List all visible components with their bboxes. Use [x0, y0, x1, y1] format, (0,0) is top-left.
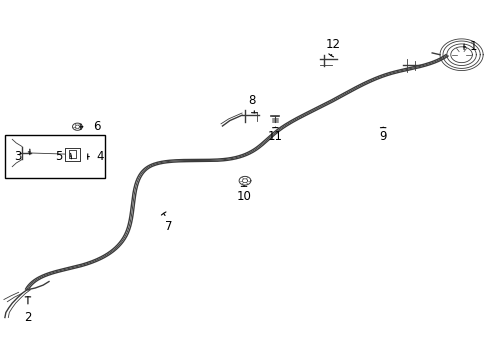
Text: 7: 7 — [165, 220, 173, 233]
Text: 3: 3 — [14, 150, 22, 163]
Text: 10: 10 — [237, 190, 251, 203]
Bar — [69, 150, 76, 158]
Text: 5: 5 — [55, 150, 63, 163]
Bar — [5, 135, 105, 178]
Text: 1: 1 — [469, 40, 477, 53]
Text: 4: 4 — [97, 150, 104, 163]
Text: 9: 9 — [379, 130, 387, 143]
Text: 2: 2 — [24, 311, 32, 324]
Bar — [65, 148, 80, 161]
Text: 11: 11 — [268, 130, 283, 143]
Text: 8: 8 — [248, 94, 256, 107]
Text: 12: 12 — [326, 39, 341, 51]
Bar — [69, 150, 76, 158]
Text: 6: 6 — [93, 120, 101, 133]
Bar — [65, 148, 80, 161]
